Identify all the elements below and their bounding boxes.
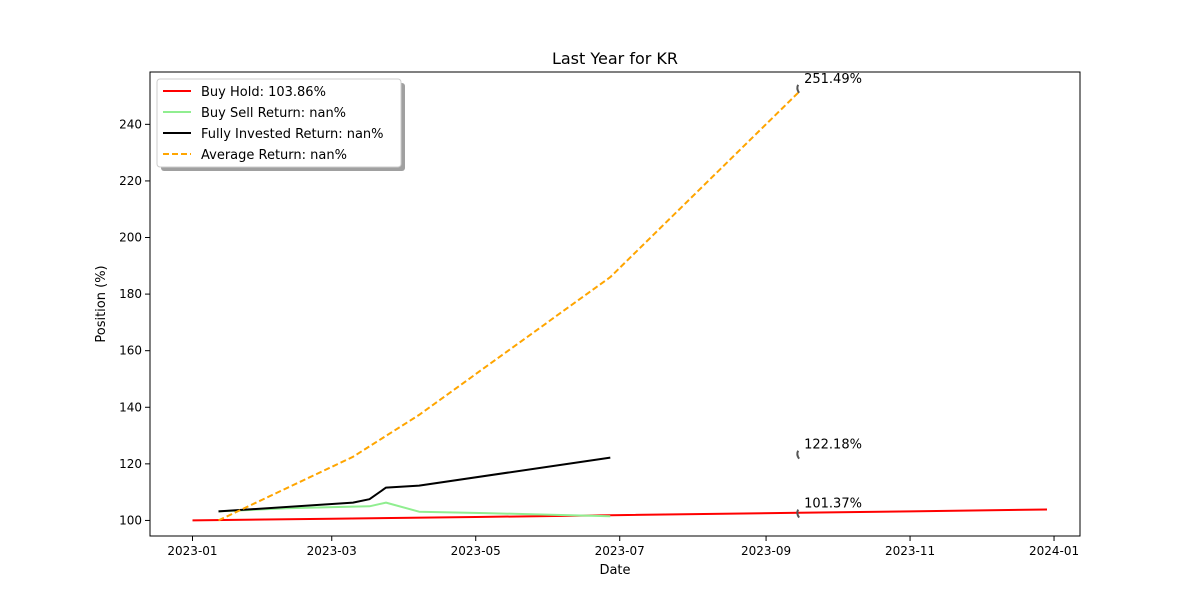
legend-label: Buy Sell Return: nan% bbox=[201, 106, 346, 121]
y-tick-label: 200 bbox=[119, 231, 142, 245]
series-line-4 bbox=[218, 91, 800, 522]
x-axis-label: Date bbox=[599, 563, 630, 578]
x-tick-label: 2023-11 bbox=[885, 544, 935, 558]
annotation-arrow bbox=[796, 509, 800, 519]
x-tick-label: 2023-09 bbox=[741, 544, 791, 558]
annotation-layer: 251.49% 122.18% 101.37% bbox=[796, 72, 862, 519]
legend-box bbox=[156, 78, 402, 168]
legend-label: Average Return: nan% bbox=[201, 148, 347, 163]
y-tick-label: 120 bbox=[119, 457, 142, 471]
plot-frame bbox=[149, 71, 1081, 537]
annotation-arrow bbox=[796, 450, 800, 460]
y-tick-label: 180 bbox=[119, 287, 142, 301]
series-line-3 bbox=[218, 456, 611, 513]
legend-label: Fully Invested Return: nan% bbox=[201, 127, 384, 142]
y-axis-label: Position (%) bbox=[94, 265, 109, 342]
y-axis: 100 120 140 160 180 200 220 240 bbox=[119, 117, 150, 527]
annotation-arrow bbox=[796, 84, 800, 94]
y-tick-label: 160 bbox=[119, 344, 142, 358]
x-tick-label: 2024-01 bbox=[1029, 544, 1079, 558]
y-tick-label: 140 bbox=[119, 400, 142, 414]
annotation-label: 122.18% bbox=[804, 438, 862, 453]
series-layer bbox=[192, 91, 1048, 522]
legend: Buy Hold: 103.86% Buy Sell Return: nan% Fu… bbox=[156, 78, 405, 171]
legend-label: Buy Hold: 103.86% bbox=[201, 85, 326, 100]
x-axis: 2023-01 2023-03 2023-05 2023-07 2023-09 2023-… bbox=[167, 536, 1079, 558]
x-tick-label: 2023-03 bbox=[307, 544, 357, 558]
x-tick-label: 2023-05 bbox=[451, 544, 501, 558]
annotation-label: 101.37% bbox=[804, 497, 862, 512]
chart-title: Last Year for KR bbox=[552, 49, 678, 68]
x-tick-label: 2023-07 bbox=[595, 544, 645, 558]
y-tick-label: 100 bbox=[119, 513, 142, 527]
annotation-label: 251.49% bbox=[804, 72, 862, 87]
x-tick-label: 2023-01 bbox=[167, 544, 217, 558]
series-line-2 bbox=[218, 501, 611, 518]
y-tick-label: 240 bbox=[119, 117, 142, 131]
y-tick-label: 220 bbox=[119, 174, 142, 188]
series-line-1 bbox=[192, 508, 1048, 522]
